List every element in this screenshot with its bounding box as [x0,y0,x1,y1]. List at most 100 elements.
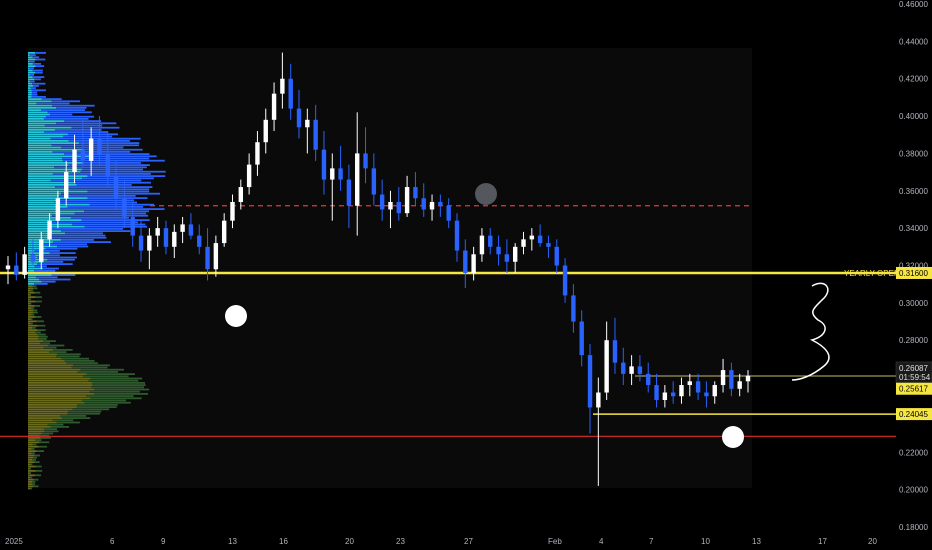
candle-body [330,168,335,180]
volume-profile-bar [28,349,53,351]
volume-profile-bar [45,247,78,250]
volume-profile-bar [55,186,153,188]
volume-profile-bar [68,188,150,191]
volume-profile-bar [28,52,36,54]
volume-profile-bar [94,388,150,391]
volume-profile-bar [28,107,57,109]
volume-profile-bar [82,168,144,171]
volume-profile-bar [28,247,46,250]
volume-profile-bar [28,250,35,252]
volume-profile-bar [28,151,53,153]
volume-profile-bar [40,437,51,439]
volume-profile-bar [28,280,42,283]
handwritten-three-drawing [791,282,830,381]
volume-profile-bar [28,331,36,334]
volume-profile-bar [30,487,33,490]
volume-profile-bar [33,85,39,87]
volume-profile-bar [28,434,40,437]
candle-body [554,246,559,266]
candle-body [579,321,584,356]
candle-body [221,220,227,244]
time-axis[interactable]: 2025 6 9 13 16 20 23 27 Feb 4 7 10 13 17 20 [5,537,877,546]
support-badge [896,408,932,421]
volume-profile-bar [31,448,35,450]
volume-profile-bar [60,192,160,195]
x-tick-label: 6 [110,537,115,546]
volume-profile-bar [51,100,80,103]
volume-profile-bar [28,340,44,342]
volume-profile-bar [67,412,101,415]
volume-profile-bar [34,250,60,252]
volume-profile-bar [28,353,58,356]
low-marker-circle [225,305,247,327]
support-value: 0.24045 [899,410,928,419]
volume-profile-bar [81,399,127,402]
volume-profile-bar [42,267,59,270]
volume-profile-bar [37,263,73,265]
volume-profile-bar [47,344,65,347]
candle-body [321,149,327,180]
volume-profile-bar [28,133,68,136]
x-tick-label: 13 [228,537,237,546]
volume-profile-bar [93,393,148,395]
volume-profile-bar [28,382,93,384]
candle-body [546,243,551,247]
volume-profile-bar [28,258,48,261]
volume-profile-bar [28,192,61,195]
volume-profile-bar [28,199,60,202]
volume-profile-bar [34,283,48,285]
volume-profile-bar [28,344,48,347]
volume-profile-bar [90,397,142,400]
volume-profile-bar [28,195,59,197]
volume-profile-bar [28,78,35,81]
volume-profile-bar [28,142,80,144]
candle-body [271,93,277,120]
candle-body [637,366,643,374]
candle-body [704,392,709,397]
volume-profile-bar [28,181,76,184]
candle-body [629,366,634,374]
volume-profile-bar [28,186,56,188]
volume-profile-bar [80,368,124,371]
volume-profile-bar [28,342,41,345]
candle-body [80,149,86,161]
volume-profile-bar [28,456,33,459]
volume-profile-bar [38,445,48,448]
volume-profile-bar [28,437,41,439]
volume-profile-bar [32,63,42,65]
candle-body [313,119,318,150]
bar-countdown: 01:59:54 [899,373,931,382]
volume-profile-bar [29,472,31,474]
volume-profile-bar [28,368,81,371]
candle-body [388,201,393,210]
candle-body [562,265,568,296]
candle-body [263,119,268,143]
candle-body [679,385,684,397]
volume-profile-bar [53,241,111,243]
candle-body [479,235,485,255]
volume-profile-bar [28,417,63,419]
volume-profile-bar [28,54,30,56]
candle-body [172,231,177,247]
volume-profile-bar [28,177,83,180]
x-tick-label: 4 [599,537,604,546]
volume-profile-bar [28,144,52,147]
candle-body [438,201,443,206]
volume-profile-bar [28,243,43,246]
volume-profile-bar [28,393,94,395]
volume-profile-bar [28,164,69,166]
volume-profile-bar [35,296,42,298]
candle-body [587,355,593,408]
volume-profile-bar [87,190,150,193]
volume-profile-bar [28,173,53,175]
candle-body [122,198,127,217]
volume-profile-bar [28,289,31,292]
price-axis[interactable]: 0.46000 0.44000 0.42000 0.40000 0.38000 0.360… [899,0,928,532]
volume-profile-bar [83,375,129,378]
x-tick-label: 27 [464,537,473,546]
volume-profile-bar [65,232,104,235]
volume-profile-bar [32,91,38,94]
volume-profile-bar [31,483,36,485]
volume-profile-bar [28,269,35,272]
